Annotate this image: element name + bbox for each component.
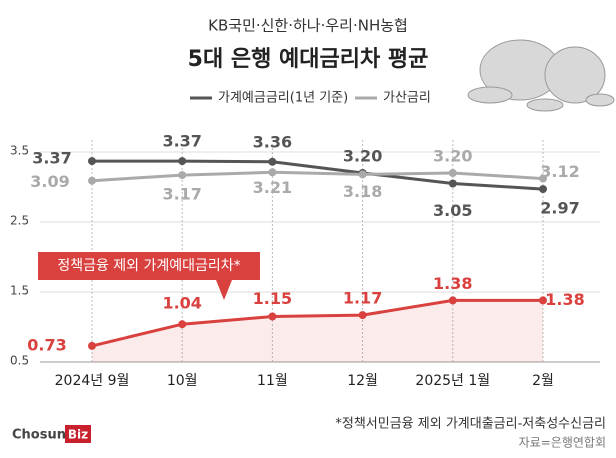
chart-title: 5대 은행 예대금리차 평균 — [188, 47, 429, 72]
data-label: 0.73 — [27, 335, 66, 354]
data-label: 1.38 — [545, 290, 584, 309]
point — [358, 311, 367, 320]
point — [268, 168, 277, 177]
x-tick-label: 10월 — [167, 373, 198, 389]
data-label: 3.37 — [32, 149, 71, 168]
x-tick-label: 2월 — [532, 373, 554, 389]
logo: Chosun — [12, 428, 66, 443]
data-label: 1.38 — [433, 274, 472, 293]
point — [268, 157, 277, 166]
data-label: 3.37 — [162, 132, 201, 151]
point — [178, 157, 187, 166]
data-label: 3.20 — [433, 147, 472, 166]
source: 자료=은행연합회 — [519, 435, 606, 450]
y-tick-label: 1.5 — [10, 284, 29, 298]
illustration — [467, 39, 615, 112]
point — [539, 174, 547, 183]
logo-box — [65, 425, 91, 443]
chart-subtitle: KB국민·신한·하나·우리·NH농협 — [208, 17, 408, 35]
data-label: 2.97 — [540, 199, 579, 218]
callout-label: 정책금융 제외 가계예대금리차* — [57, 258, 240, 274]
y-tick-label: 3.5 — [10, 144, 29, 158]
data-label: 3.12 — [540, 162, 579, 181]
x-tick-label: 2024년 9월 — [55, 373, 130, 389]
data-label: 3.36 — [253, 132, 292, 151]
line — [91, 298, 543, 348]
logo: Biz — [68, 428, 88, 442]
data-label: 1.17 — [343, 289, 382, 308]
data-label: 1.04 — [162, 294, 201, 313]
point — [268, 312, 277, 321]
point — [539, 185, 547, 194]
x-tick-label: 11월 — [257, 373, 288, 389]
data-label: 3.17 — [162, 185, 201, 204]
y-tick-label: 0.5 — [10, 354, 29, 368]
legend-label: 가계예금금리(1년 기준) — [218, 91, 348, 106]
x-tick-label: 2025년 1월 — [415, 373, 490, 389]
data-label: 3.18 — [343, 182, 382, 201]
point — [539, 296, 547, 305]
callout-box — [38, 252, 260, 300]
point — [178, 171, 187, 180]
point — [178, 320, 187, 329]
point — [358, 170, 367, 179]
point — [88, 341, 96, 350]
legend-label: 가산금리 — [383, 91, 431, 106]
area — [92, 300, 543, 362]
data-label: 1.15 — [253, 289, 292, 308]
x-tick-label: 12월 — [347, 373, 378, 389]
point — [448, 169, 457, 177]
point — [448, 296, 457, 305]
data-label: 3.20 — [343, 147, 382, 166]
footnote: *정책서민금융 제외 가계대출금리-저축성수신금리 — [335, 417, 606, 432]
data-label: 3.05 — [433, 201, 472, 220]
point — [88, 176, 96, 185]
data-label: 3.09 — [30, 172, 69, 191]
data-label: 3.21 — [253, 178, 292, 197]
y-tick-label: 2.5 — [10, 214, 29, 228]
point — [88, 157, 96, 166]
point — [448, 179, 457, 188]
line — [91, 170, 544, 183]
line — [92, 159, 544, 191]
